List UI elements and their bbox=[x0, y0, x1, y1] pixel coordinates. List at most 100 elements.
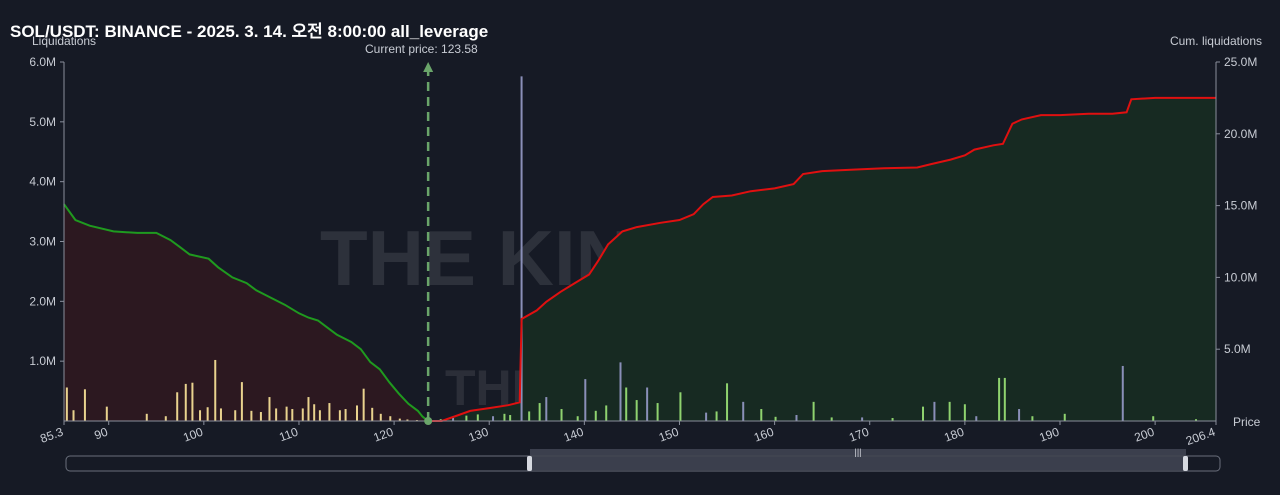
short-liquidation-bar bbox=[576, 416, 579, 421]
short-liquidation-bar bbox=[584, 379, 587, 421]
current-price-label: Current price: 123.58 bbox=[365, 42, 478, 56]
short-liquidation-bar bbox=[1003, 377, 1006, 421]
long-liquidation-bar bbox=[301, 408, 304, 421]
short-liquidation-bar bbox=[830, 417, 833, 421]
short-liquidation-bar bbox=[594, 410, 597, 421]
long-liquidation-bar bbox=[72, 410, 75, 421]
x-tick-label: 140 bbox=[562, 425, 586, 445]
long-liquidation-bar bbox=[371, 407, 374, 421]
x-tick-label: 100 bbox=[181, 425, 205, 445]
short-liquidation-bar bbox=[1063, 413, 1066, 421]
long-liquidation-bar bbox=[307, 397, 310, 421]
short-liquidation-bar bbox=[715, 411, 718, 421]
long-liquidation-bar bbox=[83, 389, 86, 421]
long-liquidation-bar bbox=[176, 392, 179, 421]
long-liquidation-bar bbox=[214, 359, 217, 421]
long-liquidation-bar bbox=[389, 416, 392, 421]
y-left-tick-label: 2.0M bbox=[29, 294, 56, 308]
short-liquidation-bar bbox=[922, 406, 925, 421]
short-liquidation-bar bbox=[476, 414, 479, 421]
short-liquidation-bar bbox=[948, 401, 951, 421]
x-tick-label: 160 bbox=[752, 425, 776, 445]
short-liquidation-bar bbox=[742, 401, 745, 421]
x-tick-label: 190 bbox=[1037, 425, 1061, 445]
short-liquidation-bar bbox=[528, 411, 531, 421]
current-price-dot bbox=[424, 417, 433, 425]
y-right-tick-label: 15.0M bbox=[1224, 199, 1257, 213]
short-liquidation-bar bbox=[492, 416, 495, 421]
short-liquidation-bar bbox=[1195, 419, 1198, 421]
y-left-tick-label: 3.0M bbox=[29, 235, 56, 249]
long-liquidation-bar bbox=[250, 410, 253, 421]
x-tick-label: 120 bbox=[372, 425, 396, 445]
short-liquidation-bar bbox=[625, 387, 628, 421]
y-right-tick-label: 25.0M bbox=[1224, 55, 1257, 69]
short-liquidation-bar bbox=[560, 409, 563, 421]
x-tick-label: 90 bbox=[92, 425, 110, 443]
short-cumulative-area bbox=[428, 97, 1217, 422]
short-liquidation-bar bbox=[605, 405, 608, 421]
short-liquidation-bar bbox=[646, 387, 649, 421]
long-liquidation-bar bbox=[199, 410, 202, 421]
short-liquidation-bar bbox=[933, 401, 936, 421]
x-tick-label: 130 bbox=[467, 425, 491, 445]
current-price-arrow-icon bbox=[423, 62, 434, 72]
short-liquidation-bar bbox=[520, 76, 523, 422]
scrollbar-thumb[interactable] bbox=[530, 457, 1186, 470]
long-liquidation-bar bbox=[379, 413, 382, 421]
y-right-axis-label: Cum. liquidations bbox=[1169, 34, 1262, 48]
y-left-tick-label: 4.0M bbox=[29, 175, 56, 189]
long-liquidation-bar bbox=[338, 410, 341, 421]
long-liquidation-bar bbox=[105, 406, 108, 421]
x-tick-label: 150 bbox=[657, 425, 681, 445]
scrollbar-left-handle[interactable] bbox=[527, 456, 532, 471]
short-liquidation-bar bbox=[452, 418, 455, 421]
x-tick-label: 200 bbox=[1133, 425, 1157, 445]
short-liquidation-bar bbox=[1121, 365, 1124, 421]
short-liquidation-bar bbox=[891, 418, 894, 421]
y-right-tick-label: 10.0M bbox=[1224, 270, 1257, 284]
long-liquidation-bar bbox=[318, 410, 321, 421]
long-liquidation-bar bbox=[362, 388, 365, 421]
long-liquidation-bar bbox=[291, 409, 294, 421]
short-liquidation-bar bbox=[861, 417, 864, 421]
long-liquidation-bar bbox=[313, 404, 316, 421]
long-liquidation-bar bbox=[406, 419, 409, 421]
scrollbar-thumb-top[interactable] bbox=[530, 449, 1186, 455]
long-liquidation-bar bbox=[240, 382, 243, 421]
y-left-axis-label: Liquidations bbox=[32, 34, 97, 48]
short-liquidation-bar bbox=[705, 412, 708, 421]
long-liquidation-bar bbox=[398, 418, 401, 421]
x-axis-label: Price bbox=[1233, 415, 1261, 429]
scrollbar-grip-icon[interactable]: ||| bbox=[854, 447, 861, 457]
short-liquidation-bar bbox=[812, 401, 815, 421]
long-liquidation-bar bbox=[164, 416, 167, 421]
long-liquidation-bar bbox=[234, 410, 237, 421]
long-liquidation-bar bbox=[344, 409, 347, 421]
scrollbar-right-handle[interactable] bbox=[1183, 456, 1188, 471]
short-liquidation-bar bbox=[1031, 416, 1034, 421]
long-liquidation-bar bbox=[259, 412, 262, 421]
short-liquidation-bar bbox=[1152, 416, 1155, 421]
short-liquidation-bar bbox=[963, 404, 966, 421]
y-right-tick-label: 20.0M bbox=[1224, 127, 1257, 141]
range-scrollbar[interactable]: ||| bbox=[65, 447, 1221, 472]
short-liquidation-bar bbox=[679, 392, 682, 421]
short-liquidation-bar bbox=[619, 362, 622, 421]
x-tick-label: 170 bbox=[847, 425, 871, 445]
short-liquidation-bar bbox=[760, 409, 763, 421]
scrollbar-track[interactable] bbox=[65, 455, 1221, 472]
short-liquidation-bar bbox=[656, 403, 659, 421]
short-liquidation-bar bbox=[795, 415, 798, 421]
long-liquidation-bar bbox=[355, 405, 358, 421]
x-tick-label: 180 bbox=[942, 425, 966, 445]
short-liquidation-bar bbox=[975, 416, 978, 421]
y-left-tick-label: 1.0M bbox=[29, 354, 56, 368]
long-liquidation-bar bbox=[268, 397, 271, 421]
x-tick-label: 110 bbox=[277, 425, 300, 445]
y-right-tick-label: 5.0M bbox=[1224, 342, 1251, 356]
long-liquidation-bar bbox=[206, 407, 209, 421]
long-liquidation-bar bbox=[145, 413, 148, 421]
short-liquidation-bar bbox=[1018, 409, 1021, 421]
long-liquidation-bar bbox=[191, 382, 194, 421]
